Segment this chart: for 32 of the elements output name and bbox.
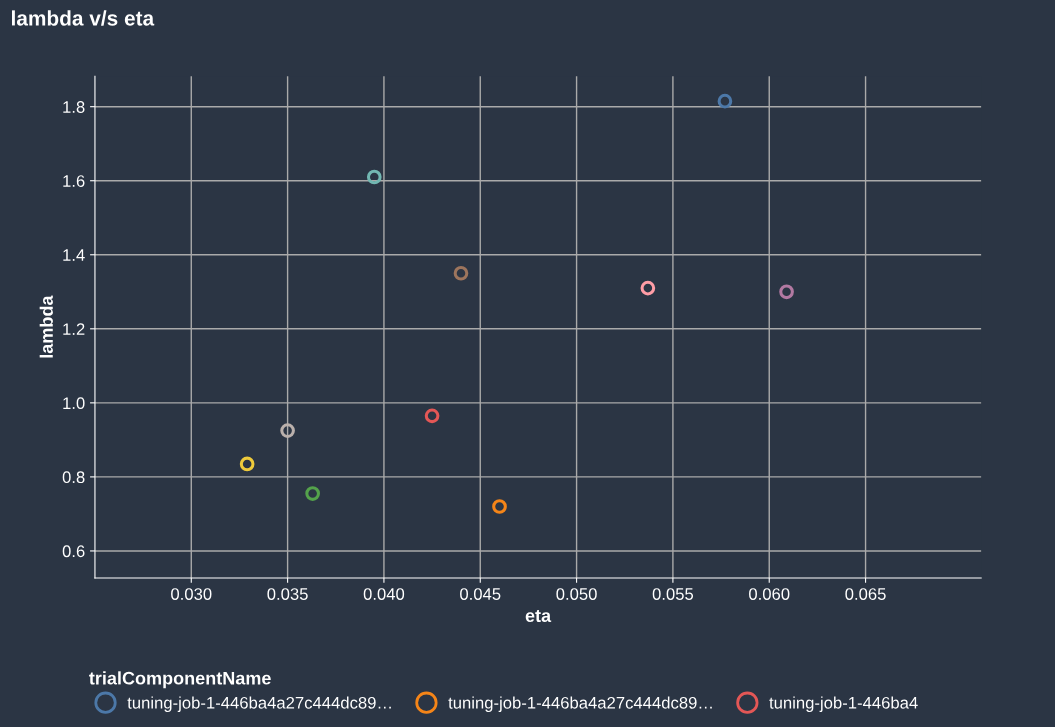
y-tick-label: 1.0 <box>63 397 85 410</box>
point <box>779 284 794 300</box>
x-tick-label: 0.060 <box>749 588 790 600</box>
x-tick-label: 0.050 <box>556 588 597 600</box>
y-tick-label: 1.6 <box>63 175 85 187</box>
x-axis-title: eta <box>525 610 552 623</box>
point <box>239 456 255 472</box>
y-tick-label: 0.8 <box>62 471 85 484</box>
point <box>305 486 320 501</box>
x-tick-label: 0.055 <box>652 588 694 600</box>
x-tick-label: 0.045 <box>460 588 501 600</box>
x-tick-label: 0.030 <box>171 588 212 600</box>
point <box>453 265 469 281</box>
point <box>492 499 507 514</box>
y-tick-label: 0.6 <box>62 545 85 558</box>
point <box>424 408 440 424</box>
legend-label: tuning-job-1-446ba4 <box>769 696 918 712</box>
legend-title: trialComponentName <box>89 671 271 689</box>
point <box>280 423 295 438</box>
y-axis-title: lambda <box>39 295 53 358</box>
y-tick-label: 1.8 <box>63 101 85 113</box>
y-tick-label: 1.4 <box>63 249 85 261</box>
x-tick-label: 0.035 <box>267 588 308 600</box>
x-tick-label: 0.040 <box>363 588 405 600</box>
point <box>366 169 382 185</box>
x-tick-label: 0.065 <box>845 588 886 600</box>
y-tick-label: 1.2 <box>63 323 85 335</box>
point <box>717 93 733 109</box>
chart-title: lambda v/s eta <box>12 10 155 26</box>
legend-label: tuning-job-1-446ba4a27c444dc89… <box>448 696 712 712</box>
point <box>640 280 656 296</box>
legend-label: tuning-job-1-446ba4a27c444dc89… <box>127 696 391 712</box>
